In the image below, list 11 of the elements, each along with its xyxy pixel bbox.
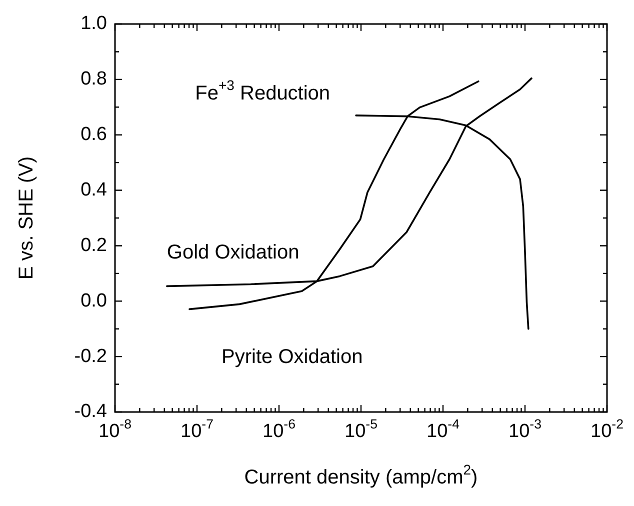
y-tick-label: 0.0 xyxy=(80,290,108,312)
y-tick-label: 0.8 xyxy=(80,68,108,90)
y-tick-label: 1.0 xyxy=(80,13,108,34)
y-tick-label: -0.2 xyxy=(74,346,108,367)
y-axis-title: E vs. SHE (V) xyxy=(16,156,38,280)
y-tick-label: 0.6 xyxy=(80,124,108,146)
y-tick-label: 0.2 xyxy=(80,234,108,256)
y-tick-label: 0.4 xyxy=(80,180,108,201)
y-tick-label: -0.4 xyxy=(74,401,108,422)
annotation: Gold Oxidation xyxy=(166,241,300,264)
annotation: Pyrite Oxidation xyxy=(222,346,363,368)
